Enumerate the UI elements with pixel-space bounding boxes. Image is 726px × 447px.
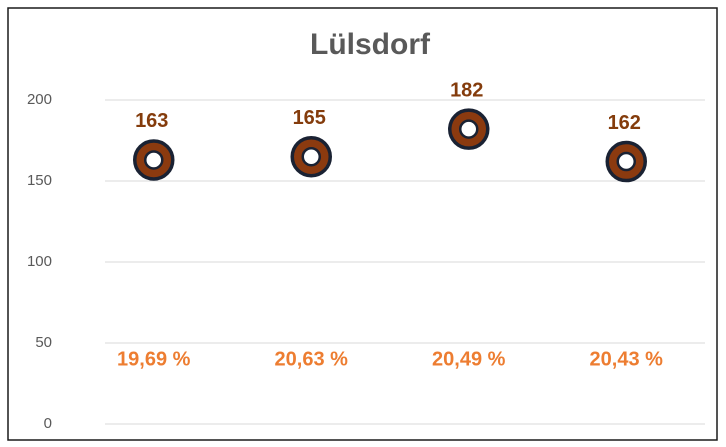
percent-label: 20,49 % [432,348,506,370]
marker-hole [301,146,321,167]
data-label: 162 [608,112,641,134]
percent-label: 20,43 % [590,348,664,370]
marker-hole [144,150,164,170]
data-label: 165 [293,107,326,129]
y-tick-label: 150 [27,172,52,189]
percent-label: 20,63 % [275,348,349,370]
y-tick-label: 100 [27,253,52,270]
marker-hole [616,151,636,172]
chart-border [7,7,718,441]
data-label: 163 [135,110,168,132]
percent-label: 19,69 % [117,348,191,370]
marker-hole [459,119,479,139]
chart-title: Lülsdorf [310,28,431,61]
y-tick-label: 0 [44,415,52,432]
data-label: 182 [450,79,483,101]
y-tick-label: 50 [35,334,52,351]
y-tick-label: 200 [27,91,52,108]
